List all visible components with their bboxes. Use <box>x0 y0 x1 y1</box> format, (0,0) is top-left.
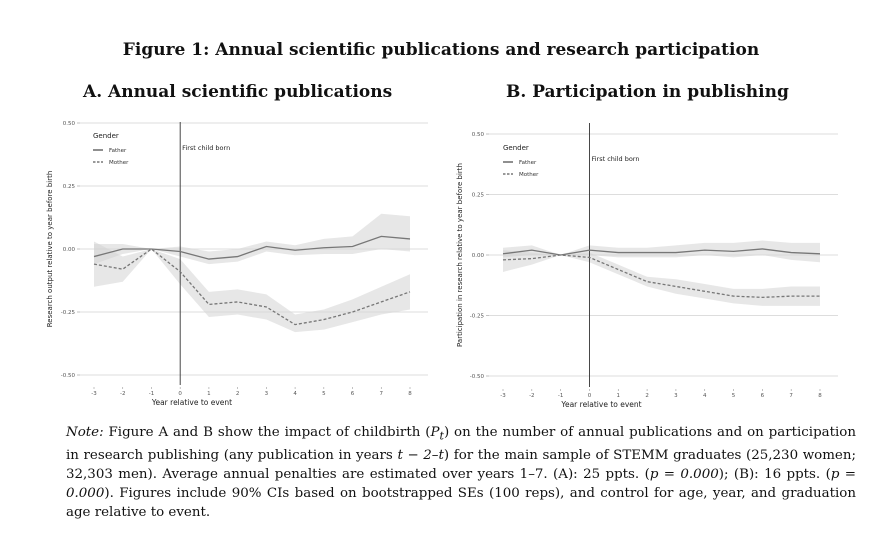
chart-a-x-axis-title: Year relative to event <box>151 398 232 407</box>
chart-a-y-tick-label: -0.25 <box>61 310 76 316</box>
chart-a-x-tick-label: 4 <box>293 391 297 397</box>
chart-a-y-tick-label: 0.25 <box>63 184 76 190</box>
note-math-P: P <box>430 425 440 440</box>
chart-b-x-tick-label: 7 <box>789 393 793 399</box>
note-text-5: ). Figures include 90% CIs based on boot… <box>66 485 856 520</box>
note-label: Note: <box>66 425 104 440</box>
note-text-3: ) for the main sample of STEMM graduates… <box>66 447 856 482</box>
chart-b-legend-label-father: Father <box>519 160 537 166</box>
chart-a-y-tick-label: 0.50 <box>63 121 76 127</box>
chart-a-x-tick-label: 3 <box>265 391 269 397</box>
chart-a-x-tick-label: -2 <box>120 391 125 397</box>
chart-a-y-tick-label: 0.00 <box>63 247 76 253</box>
panel-b-title: B. Participation in publishing <box>506 82 789 102</box>
chart-b-x-tick-label: 2 <box>645 393 649 399</box>
chart-a-line-mother <box>93 248 411 326</box>
chart-a-x-tick-label: -3 <box>91 391 97 397</box>
chart-b-y-tick-label: -0.50 <box>470 374 485 380</box>
chart-a-x-tick-label: 5 <box>322 391 326 397</box>
chart-a-y-axis-title: Research output relative to year before … <box>46 171 54 328</box>
chart-b-x-tick-label: 3 <box>674 393 678 399</box>
note-math-p-a: p = 0.000 <box>649 466 719 482</box>
chart-a-y-tick-label: -0.50 <box>61 373 76 379</box>
chart-a-ci-band-mother <box>94 241 410 333</box>
panel-a-title: A. Annual scientific publications <box>83 82 393 102</box>
chart-b-ci-band-mother <box>503 250 820 306</box>
chart-a-legend-label-father: Father <box>109 148 127 154</box>
chart-b-x-tick-label: 4 <box>703 393 707 399</box>
chart-b-x-tick-label: 8 <box>818 393 822 399</box>
chart-b-y-tick-label: 0.50 <box>472 132 485 138</box>
chart-b-x-tick-label: 6 <box>761 393 765 399</box>
chart-a-x-tick-label: 8 <box>408 391 412 397</box>
note-math-range: t − 2–t <box>397 447 444 463</box>
chart-b-x-axis-title: Year relative to event <box>560 400 641 409</box>
note-text-4: ); (B): 16 ppts. ( <box>718 466 831 482</box>
chart-b-y-tick-label: -0.25 <box>470 314 485 320</box>
figure-title: Figure 1: Annual scientific publications… <box>122 40 760 60</box>
chart-a-x-tick-label: 0 <box>178 391 182 397</box>
chart-b-y-axis-title: Participation in research relative to ye… <box>456 163 464 347</box>
chart-b-event-label: First child born <box>591 155 639 163</box>
chart-b-x-tick-label: 0 <box>588 393 592 399</box>
chart-a-x-tick-label: 7 <box>380 391 384 397</box>
chart-a-x-tick-label: -1 <box>149 391 154 397</box>
chart-b-x-tick-label: -2 <box>529 393 534 399</box>
note-text-1: Figure A and B show the impact of childb… <box>103 425 431 440</box>
chart-a-x-tick-label: 1 <box>207 391 211 397</box>
note-text-2: ) on the number of annual publications a… <box>66 425 856 463</box>
chart-a-legend-title: Gender <box>93 132 119 140</box>
chart-b-line-mother <box>502 254 820 299</box>
chart-b-y-tick-label: 0.00 <box>472 253 485 259</box>
note-math-p-b: p = 0.000 <box>66 466 857 501</box>
chart-a-line-father <box>93 235 411 260</box>
note-math-t: t <box>439 429 444 443</box>
chart-a-x-tick-label: 6 <box>351 391 355 397</box>
figure-note: Note: Figure A and B show the impact of … <box>66 423 856 522</box>
chart-b-x-tick-label: -3 <box>500 393 506 399</box>
chart-a-x-tick-label: 2 <box>236 391 240 397</box>
chart-b-legend-title: Gender <box>503 144 529 152</box>
chart-b-x-tick-label: 1 <box>617 393 621 399</box>
chart-a-legend-label-mother: Mother <box>109 160 129 166</box>
chart-b-legend-label-mother: Mother <box>519 172 539 178</box>
chart-b-line-father <box>502 248 821 256</box>
chart-b-x-tick-label: -1 <box>558 393 563 399</box>
chart-a-event-label: First child born <box>182 144 230 152</box>
chart-b-ci-band-father <box>503 240 820 263</box>
chart-b-y-tick-label: 0.25 <box>472 193 485 199</box>
chart-b-x-tick-label: 5 <box>732 393 736 399</box>
